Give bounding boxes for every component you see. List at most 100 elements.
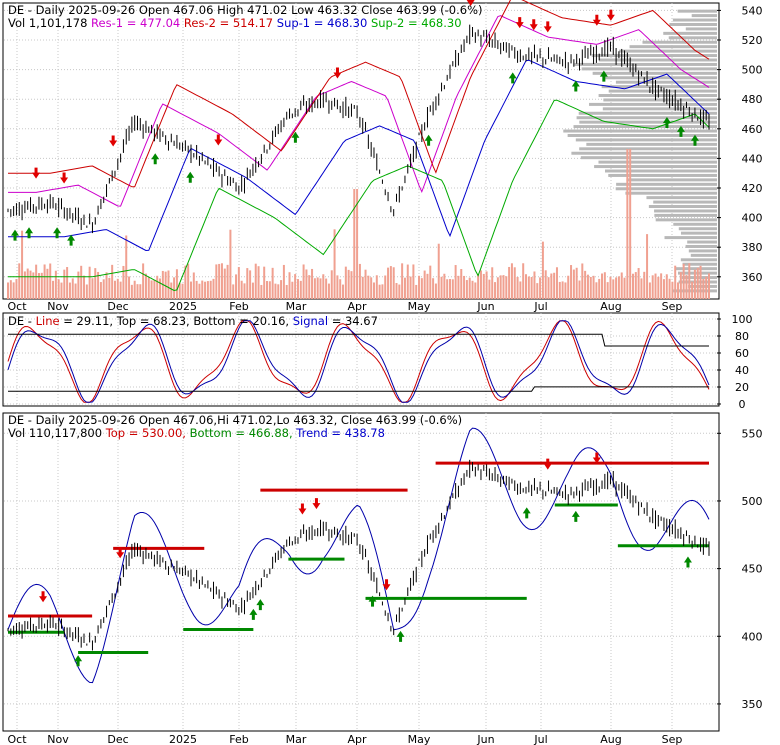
volume-bar	[88, 266, 91, 299]
price-ytick-label: 420	[742, 182, 763, 195]
volume-bar	[91, 278, 94, 299]
trend-sell-arrow	[39, 591, 48, 603]
volume-profile-bar	[591, 54, 717, 58]
volume-bar	[643, 271, 646, 299]
volume-bar	[111, 264, 114, 299]
volume-bar	[254, 263, 257, 299]
price-ytick-label: 500	[742, 64, 763, 77]
volume-bar	[305, 269, 308, 299]
volume-bar	[550, 273, 553, 299]
trend-lines	[7, 427, 710, 684]
volume-bar	[561, 281, 564, 299]
volume-profile-bar	[685, 27, 717, 31]
trend-xtick-label: May	[408, 733, 431, 745]
volume-bar	[57, 279, 60, 299]
volume-bar	[510, 263, 513, 299]
price-y-axis: 540 520 500 480 460 440 420 400 380 360	[717, 4, 763, 284]
volume-bar	[333, 229, 336, 299]
price-xtick-label: Oct	[7, 300, 27, 313]
osc-ytick-label: 60	[735, 347, 749, 360]
volume-profile-bar	[579, 120, 717, 124]
volume-bar	[578, 280, 581, 299]
volume-profile-bar	[675, 267, 717, 271]
buy-arrow	[186, 171, 195, 183]
volume-bar	[299, 280, 302, 299]
price-panel: 540 520 500 480 460 440 420 400 380 360 DE - Dail…	[2, 0, 763, 313]
volume-bar	[35, 264, 38, 299]
volume-profile-bar	[601, 85, 717, 89]
volume-bar	[708, 273, 710, 299]
price-header-sup1: Sup-1 = 468.30	[277, 16, 368, 30]
trend-header-top: Top = 530.00,	[105, 426, 186, 440]
sell-arrow	[109, 135, 118, 147]
volume-bar	[699, 265, 702, 299]
volume-bar	[288, 272, 291, 299]
volume-bar	[142, 263, 145, 299]
volume-bar	[198, 283, 201, 299]
volume-bar	[631, 273, 634, 299]
volume-profile-bar	[690, 253, 717, 257]
volume-bar	[147, 276, 150, 299]
volume-profile-bar	[615, 80, 717, 84]
signal-arrows	[11, 0, 699, 246]
volume-bar	[178, 283, 181, 299]
trend-ytick-label: 500	[742, 495, 763, 508]
trend-buy-arrow	[522, 507, 531, 519]
trend-xtick-label: Nov	[47, 733, 69, 745]
volume-bar	[77, 271, 80, 299]
oscillator-lines	[7, 320, 710, 403]
volume-bar	[533, 271, 536, 299]
volume-bar	[589, 276, 592, 299]
volume-bar	[108, 277, 111, 299]
price-header-line2: Vol 1,101,178 Res-1 = 477.04 Res-2 = 514…	[8, 16, 462, 30]
trend-xtick-label: Sep	[662, 733, 683, 745]
volume-bar	[268, 281, 271, 299]
volume-bar	[530, 277, 533, 299]
trend-sell-arrow	[382, 579, 391, 591]
volume-bar	[285, 284, 288, 299]
volume-profile-bar	[688, 249, 717, 253]
volume-bar	[9, 280, 12, 299]
volume-bar	[440, 276, 443, 299]
osc-ytick-label: 0	[739, 398, 746, 411]
volume-bar	[437, 243, 440, 299]
volume-bar	[629, 149, 632, 299]
volume-bar	[527, 276, 530, 299]
trend-xtick-label: Aug	[600, 733, 621, 745]
trend-buy-arrow	[256, 599, 265, 611]
trend-ytick-label: 400	[742, 630, 763, 643]
trend-ytick-label: 550	[742, 427, 763, 440]
volume-bar	[553, 272, 556, 299]
volume-bar	[693, 269, 696, 299]
volume-bar	[291, 281, 294, 299]
volume-bar	[415, 284, 418, 299]
volume-bar	[277, 284, 280, 299]
volume-bar	[330, 270, 333, 299]
volume-bar	[482, 273, 485, 299]
volume-profile-bar	[668, 36, 717, 40]
volume-bar	[679, 272, 682, 299]
volume-bar	[327, 283, 330, 299]
volume-bar	[43, 264, 46, 299]
volume-bar	[71, 278, 74, 299]
volume-profile-bar	[680, 258, 717, 262]
volume-profile-bar	[691, 14, 717, 18]
volume-bar	[516, 276, 519, 299]
volume-bar	[406, 264, 409, 299]
trend-ytick-label: 350	[742, 698, 763, 711]
volume-bar	[54, 270, 57, 299]
volume-bar	[637, 268, 640, 299]
osc-header-part2: = 29.11, Top = 68.23, Bottom = 20.16,	[63, 314, 292, 328]
volume-bar	[541, 241, 544, 299]
volume-profile-bar	[578, 111, 717, 115]
volume-bar	[465, 280, 468, 299]
sell-arrow	[60, 172, 69, 184]
volume-bar	[581, 263, 584, 299]
volume-bar	[361, 276, 364, 299]
volume-bar	[384, 275, 387, 299]
volume-bar	[26, 268, 29, 299]
volume-bar	[7, 282, 9, 299]
trend-header-trend: Trend = 438.78	[295, 426, 385, 440]
volume-bar	[189, 281, 192, 299]
volume-bar	[80, 265, 83, 299]
